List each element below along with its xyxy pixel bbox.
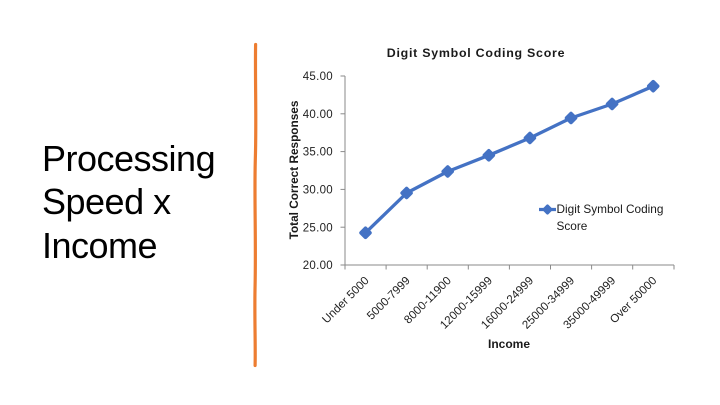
svg-text:Digit Symbol Coding Score: Digit Symbol Coding Score xyxy=(387,46,565,60)
svg-text:Score: Score xyxy=(557,219,588,233)
svg-text:Under 5000: Under 5000 xyxy=(320,274,372,326)
svg-text:35.00: 35.00 xyxy=(303,147,333,159)
svg-text:Income: Income xyxy=(488,337,530,351)
svg-text:30.00: 30.00 xyxy=(303,185,333,197)
svg-text:25.00: 25.00 xyxy=(303,222,333,234)
svg-text:Digit Symbol Coding: Digit Symbol Coding xyxy=(557,202,664,216)
svg-text:45.00: 45.00 xyxy=(303,71,333,83)
svg-text:20.00: 20.00 xyxy=(303,260,333,272)
svg-text:40.00: 40.00 xyxy=(303,109,333,121)
svg-text:Total Correct Responses: Total Correct Responses xyxy=(287,100,301,239)
